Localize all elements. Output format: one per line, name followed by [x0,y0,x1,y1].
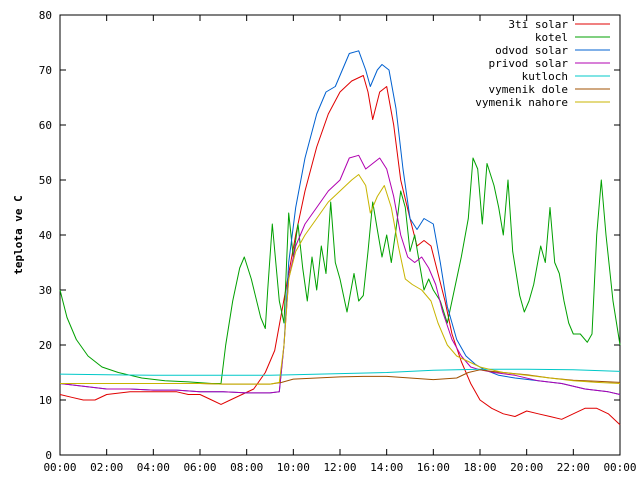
y-tick-label: 20 [39,339,52,352]
series-line-kutloch [59,368,621,376]
x-tick-label: 22:00 [557,461,590,474]
x-tick-label: 08:00 [230,461,263,474]
x-tick-label: 10:00 [277,461,310,474]
y-tick-label: 60 [39,119,52,132]
x-tick-label: 04:00 [137,461,170,474]
legend-label: vymenik dole [489,83,568,96]
x-tick-label: 00:00 [43,461,76,474]
series-line-kotel [59,157,621,384]
y-axis-label: teplota ve C [12,195,25,274]
series-line-vymenik-nahore [60,174,621,385]
legend-label: kotel [535,31,568,44]
series-line-3ti-solar [59,75,621,426]
x-tick-label: 14:00 [370,461,403,474]
y-tick-label: 30 [39,284,52,297]
legend-label: kutloch [522,70,568,83]
x-tick-label: 18:00 [463,461,496,474]
legend-label: vymenik nahore [475,96,568,109]
axis-ticks: 00:00 02:00 04:00 06:00 08:00 10:00 12:00 14:00… [39,9,637,474]
x-tick-label: 20:00 [510,461,543,474]
y-tick-label: 40 [39,229,52,242]
y-tick-label: 70 [39,64,52,77]
y-tick-label: 10 [39,394,52,407]
legend-label: privod solar [489,57,569,70]
x-tick-label: 12:00 [323,461,356,474]
x-tick-label: 00:00 [603,461,636,474]
legend-label: odvod solar [495,44,568,57]
y-tick-label: 50 [39,174,52,187]
series-lines [59,50,621,426]
legend-label: 3ti solar [508,18,568,31]
x-tick-label: 06:00 [183,461,216,474]
x-tick-label: 16:00 [417,461,450,474]
y-tick-label: 0 [45,449,52,462]
x-tick-label: 02:00 [90,461,123,474]
plot-area [59,14,621,456]
y-tick-label: 80 [39,9,52,22]
